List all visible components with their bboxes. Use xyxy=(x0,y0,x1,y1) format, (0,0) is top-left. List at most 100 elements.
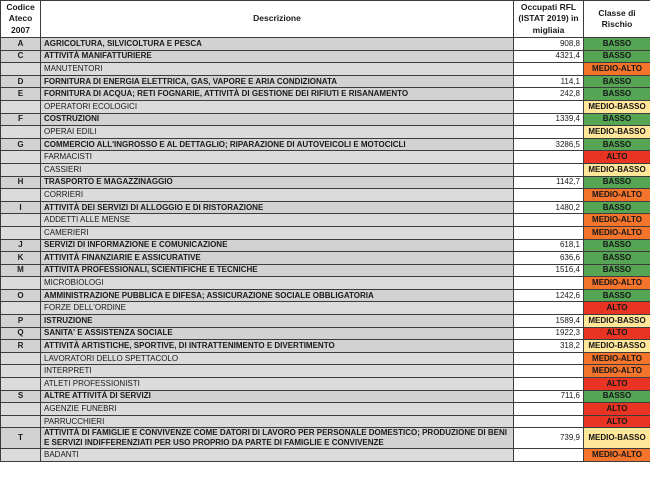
table-row: J SERVIZI DI INFORMAZIONE E COMUNICAZIONE… xyxy=(0,238,650,253)
risk-badge: MEDIO-ALTO xyxy=(583,351,650,366)
header-classe-di-rischio: Classe di Rischio xyxy=(583,0,650,38)
table-row: OPERAI EDILI MEDIO-BASSO xyxy=(0,125,650,139)
description-cell: LAVORATORI DELLO SPETTACOLO xyxy=(40,351,514,366)
header-occupati-rfl: Occupati RFL (ISTAT 2019) in migliaia xyxy=(513,0,584,38)
risk-badge: MEDIO-ALTO xyxy=(583,448,650,462)
risk-badge: ALTO xyxy=(583,326,650,341)
table-row: K ATTIVITÀ FINANZIARIE E ASSICURATIVE 636,… xyxy=(0,251,650,265)
description-cell: INTERPRETI xyxy=(40,364,514,379)
code-cell xyxy=(0,125,41,139)
risk-badge: BASSO xyxy=(583,87,650,101)
code-cell xyxy=(0,213,41,227)
description-cell: COMMERCIO ALL'INGROSSO E AL DETTAGLIO; R… xyxy=(40,137,514,152)
table-row: CASSIERI MEDIO-BASSO xyxy=(0,162,650,177)
occupati-cell: 908,8 xyxy=(513,37,584,51)
risk-badge: MEDIO-ALTO xyxy=(583,62,650,76)
table-row: PARRUCCHIERI ALTO xyxy=(0,414,650,429)
description-cell: ALTRE ATTIVITÀ DI SERVIZI xyxy=(40,389,514,404)
table-row: F COSTRUZIONI 1339,4 BASSO xyxy=(0,112,650,127)
code-cell: Q xyxy=(0,326,41,341)
risk-badge: MEDIO-BASSO xyxy=(583,125,650,139)
risk-badge: BASSO xyxy=(583,288,650,303)
description-cell: CORRIERI xyxy=(40,188,514,202)
table-row: FARMACISTI ALTO xyxy=(0,150,650,164)
table-row: CAMERIERI MEDIO-ALTO xyxy=(0,225,650,240)
table-body: A AGRICOLTURA, SILVICOLTURA E PESCA 908,8 B… xyxy=(0,37,650,462)
table-row: A AGRICOLTURA, SILVICOLTURA E PESCA 908,8 B… xyxy=(0,37,650,51)
code-cell xyxy=(0,377,41,391)
code-cell: T xyxy=(0,427,41,450)
code-cell xyxy=(0,188,41,202)
risk-badge: ALTO xyxy=(583,150,650,164)
table-row: I ATTIVITÀ DEI SERVIZI DI ALLOGGIO E DI R… xyxy=(0,200,650,215)
occupati-cell: 1480,2 xyxy=(513,200,584,215)
description-cell: ATTIVITÀ PROFESSIONALI, SCIENTIFICHE E T… xyxy=(40,263,514,278)
table-row: LAVORATORI DELLO SPETTACOLO MEDIO-ALTO xyxy=(0,351,650,366)
description-cell: FORNITURA DI ACQUA; RETI FOGNARIE, ATTIV… xyxy=(40,87,514,101)
table-row: INTERPRETI MEDIO-ALTO xyxy=(0,364,650,379)
header-descrizione: Descrizione xyxy=(40,0,514,38)
table-row: AGENZIE FUNEBRI ALTO xyxy=(0,402,650,416)
risk-badge: ALTO xyxy=(583,414,650,429)
description-cell: MANUTENTORI xyxy=(40,62,514,76)
description-cell: AGRICOLTURA, SILVICOLTURA E PESCA xyxy=(40,37,514,51)
description-cell: COSTRUZIONI xyxy=(40,112,514,127)
description-cell: AGENZIE FUNEBRI xyxy=(40,402,514,416)
occupati-cell xyxy=(513,162,584,177)
risk-badge: MEDIO-BASSO xyxy=(583,339,650,353)
table-row: P ISTRUZIONE 1589,4 MEDIO-BASSO xyxy=(0,314,650,328)
description-cell: OPERAI EDILI xyxy=(40,125,514,139)
description-cell: MICROBIOLOGI xyxy=(40,276,514,290)
description-cell: ADDETTI ALLE MENSE xyxy=(40,213,514,227)
table-row: Q SANITA' E ASSISTENZA SOCIALE 1922,3 ALTO xyxy=(0,326,650,341)
occupati-cell: 242,8 xyxy=(513,87,584,101)
header-codice-ateco: Codice Ateco 2007 xyxy=(0,0,41,38)
code-cell: C xyxy=(0,49,41,64)
occupati-cell xyxy=(513,125,584,139)
code-cell: O xyxy=(0,288,41,303)
table-row: R ATTIVITÀ ARTISTICHE, SPORTIVE, DI INTRA… xyxy=(0,339,650,353)
table-row: E FORNITURA DI ACQUA; RETI FOGNARIE, ATTI… xyxy=(0,87,650,101)
code-cell: E xyxy=(0,87,41,101)
occupati-cell: 711,6 xyxy=(513,389,584,404)
description-cell: TRASPORTO E MAGAZZINAGGIO xyxy=(40,175,514,190)
table-row: M ATTIVITÀ PROFESSIONALI, SCIENTIFICHE E … xyxy=(0,263,650,278)
risk-badge: MEDIO-ALTO xyxy=(583,364,650,379)
table-row: ATLETI PROFESSIONISTI ALTO xyxy=(0,377,650,391)
occupati-cell xyxy=(513,377,584,391)
code-cell xyxy=(0,225,41,240)
description-cell: ISTRUZIONE xyxy=(40,314,514,328)
code-cell xyxy=(0,301,41,316)
occupati-cell: 1516,4 xyxy=(513,263,584,278)
occupati-cell xyxy=(513,351,584,366)
description-cell: CASSIERI xyxy=(40,162,514,177)
table-row: MANUTENTORI MEDIO-ALTO xyxy=(0,62,650,76)
description-cell: ATTIVITÀ FINANZIARIE E ASSICURATIVE xyxy=(40,251,514,265)
risk-badge: MEDIO-ALTO xyxy=(583,276,650,290)
code-cell: M xyxy=(0,263,41,278)
risk-badge: BASSO xyxy=(583,389,650,404)
description-cell: BADANTI xyxy=(40,448,514,462)
risk-badge: ALTO xyxy=(583,301,650,316)
code-cell: I xyxy=(0,200,41,215)
code-cell xyxy=(0,150,41,164)
table-row: H TRASPORTO E MAGAZZINAGGIO 1142,7 BASSO xyxy=(0,175,650,190)
risk-badge: BASSO xyxy=(583,112,650,127)
occupati-cell: 1922,3 xyxy=(513,326,584,341)
code-cell xyxy=(0,276,41,290)
risk-badge: BASSO xyxy=(583,37,650,51)
risk-badge: MEDIO-ALTO xyxy=(583,188,650,202)
code-cell xyxy=(0,351,41,366)
risk-badge: MEDIO-BASSO xyxy=(583,99,650,114)
risk-badge: BASSO xyxy=(583,137,650,152)
table-row: D FORNITURA DI ENERGIA ELETTRICA, GAS, VA… xyxy=(0,74,650,89)
occupati-cell: 636,6 xyxy=(513,251,584,265)
code-cell xyxy=(0,402,41,416)
occupati-cell xyxy=(513,448,584,462)
risk-badge: BASSO xyxy=(583,251,650,265)
risk-badge: MEDIO-ALTO xyxy=(583,225,650,240)
occupati-cell xyxy=(513,150,584,164)
table-header: Codice Ateco 2007 Descrizione Occupati R… xyxy=(0,0,650,38)
occupati-cell xyxy=(513,188,584,202)
